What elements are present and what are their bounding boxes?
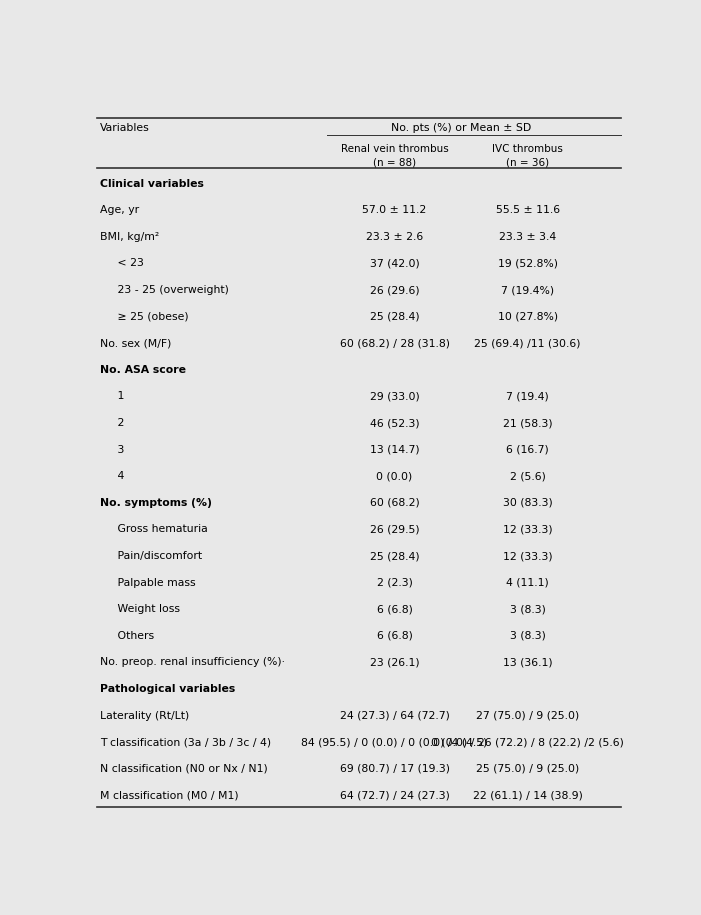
Text: 7 (19.4%): 7 (19.4%) — [501, 285, 554, 295]
Text: 6 (6.8): 6 (6.8) — [376, 630, 412, 640]
Text: 30 (83.3): 30 (83.3) — [503, 498, 552, 508]
Text: N classification (N0 or Nx / N1): N classification (N0 or Nx / N1) — [100, 764, 268, 774]
Text: 10 (27.8%): 10 (27.8%) — [498, 312, 558, 322]
Text: 4: 4 — [100, 471, 125, 481]
Text: 7 (19.4): 7 (19.4) — [506, 392, 549, 402]
Text: M classification (M0 / M1): M classification (M0 / M1) — [100, 791, 239, 801]
Text: 23 (26.1): 23 (26.1) — [369, 658, 419, 667]
Text: 55.5 ± 11.6: 55.5 ± 11.6 — [496, 205, 559, 215]
Text: 25 (69.4) /11 (30.6): 25 (69.4) /11 (30.6) — [475, 339, 581, 349]
Text: IVC thrombus
(n = 36): IVC thrombus (n = 36) — [492, 145, 563, 167]
Text: Pathological variables: Pathological variables — [100, 684, 236, 694]
Text: No. pts (%) or Mean ± SD: No. pts (%) or Mean ± SD — [391, 124, 531, 133]
Text: No. ASA score: No. ASA score — [100, 365, 186, 375]
Text: Variables: Variables — [100, 124, 150, 133]
Text: 60 (68.2): 60 (68.2) — [369, 498, 419, 508]
Text: BMI, kg/m²: BMI, kg/m² — [100, 231, 159, 242]
Text: 13 (36.1): 13 (36.1) — [503, 658, 552, 667]
Text: 23.3 ± 2.6: 23.3 ± 2.6 — [366, 231, 423, 242]
Text: 4 (11.1): 4 (11.1) — [506, 577, 549, 587]
Text: 25 (28.4): 25 (28.4) — [369, 551, 419, 561]
Text: 46 (52.3): 46 (52.3) — [369, 418, 419, 428]
Text: Clinical variables: Clinical variables — [100, 178, 204, 188]
Text: Renal vein thrombus
(n = 88): Renal vein thrombus (n = 88) — [341, 145, 449, 167]
Text: 3: 3 — [100, 445, 125, 455]
Text: 22 (61.1) / 14 (38.9): 22 (61.1) / 14 (38.9) — [472, 791, 583, 801]
Text: Others: Others — [100, 630, 154, 640]
Text: Age, yr: Age, yr — [100, 205, 139, 215]
Text: 3 (8.3): 3 (8.3) — [510, 604, 545, 614]
Text: No. symptoms (%): No. symptoms (%) — [100, 498, 212, 508]
Text: Palpable mass: Palpable mass — [100, 577, 196, 587]
Text: 1: 1 — [100, 392, 125, 402]
Text: 19 (52.8%): 19 (52.8%) — [498, 258, 558, 268]
Text: 12 (33.3): 12 (33.3) — [503, 551, 552, 561]
Text: 84 (95.5) / 0 (0.0) / 0 (0.0) /4 (4.5): 84 (95.5) / 0 (0.0) / 0 (0.0) /4 (4.5) — [301, 737, 488, 748]
Text: Gross hematuria: Gross hematuria — [100, 524, 208, 534]
Text: 13 (14.7): 13 (14.7) — [369, 445, 419, 455]
Text: Laterality (Rt/Lt): Laterality (Rt/Lt) — [100, 711, 189, 721]
Text: 24 (27.3) / 64 (72.7): 24 (27.3) / 64 (72.7) — [340, 711, 449, 721]
Text: 6 (6.8): 6 (6.8) — [376, 604, 412, 614]
Text: 12 (33.3): 12 (33.3) — [503, 524, 552, 534]
Text: 21 (58.3): 21 (58.3) — [503, 418, 552, 428]
Text: 23 - 25 (overweight): 23 - 25 (overweight) — [100, 285, 229, 295]
Text: Weight loss: Weight loss — [100, 604, 180, 614]
Text: 57.0 ± 11.2: 57.0 ± 11.2 — [362, 205, 427, 215]
Text: 69 (80.7) / 17 (19.3): 69 (80.7) / 17 (19.3) — [339, 764, 449, 774]
Text: 60 (68.2) / 28 (31.8): 60 (68.2) / 28 (31.8) — [339, 339, 449, 349]
Text: 6 (16.7): 6 (16.7) — [506, 445, 549, 455]
Text: < 23: < 23 — [100, 258, 144, 268]
Text: 0 (0.0): 0 (0.0) — [376, 471, 413, 481]
Text: 25 (28.4): 25 (28.4) — [369, 312, 419, 322]
Text: 3 (8.3): 3 (8.3) — [510, 630, 545, 640]
Text: 23.3 ± 3.4: 23.3 ± 3.4 — [499, 231, 557, 242]
Text: 29 (33.0): 29 (33.0) — [369, 392, 419, 402]
Text: 0 (0.0) / 26 (72.2) / 8 (22.2) /2 (5.6): 0 (0.0) / 26 (72.2) / 8 (22.2) /2 (5.6) — [431, 737, 624, 748]
Text: 2 (5.6): 2 (5.6) — [510, 471, 545, 481]
Text: 37 (42.0): 37 (42.0) — [369, 258, 419, 268]
Text: 26 (29.6): 26 (29.6) — [369, 285, 419, 295]
Text: 2 (2.3): 2 (2.3) — [376, 577, 412, 587]
Text: 64 (72.7) / 24 (27.3): 64 (72.7) / 24 (27.3) — [340, 791, 449, 801]
Text: No. preop. renal insufficiency (%)·: No. preop. renal insufficiency (%)· — [100, 658, 285, 667]
Text: Pain/discomfort: Pain/discomfort — [100, 551, 203, 561]
Text: ≥ 25 (obese): ≥ 25 (obese) — [100, 312, 189, 322]
Text: 2: 2 — [100, 418, 125, 428]
Text: 26 (29.5): 26 (29.5) — [369, 524, 419, 534]
Text: T classification (3a / 3b / 3c / 4): T classification (3a / 3b / 3c / 4) — [100, 737, 271, 748]
Text: No. sex (M/F): No. sex (M/F) — [100, 339, 172, 349]
Text: 25 (75.0) / 9 (25.0): 25 (75.0) / 9 (25.0) — [476, 764, 579, 774]
Text: 27 (75.0) / 9 (25.0): 27 (75.0) / 9 (25.0) — [476, 711, 579, 721]
